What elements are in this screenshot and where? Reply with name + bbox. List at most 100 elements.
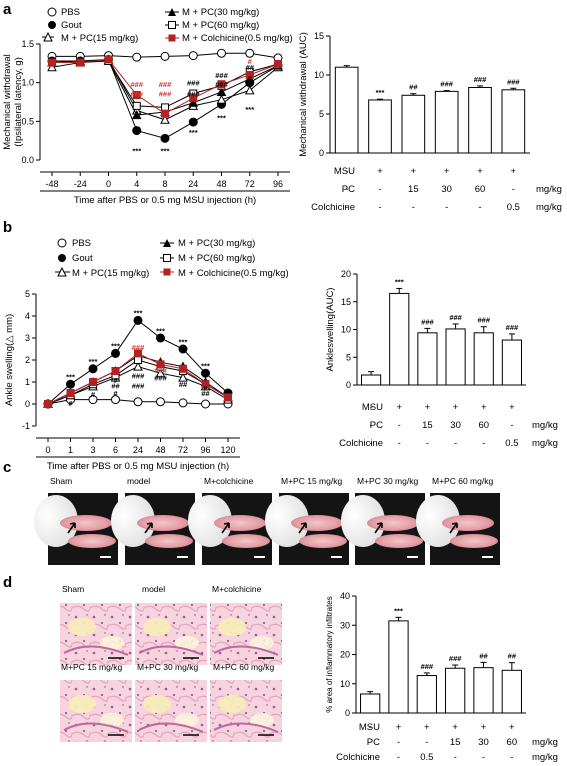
bar: [501, 89, 526, 154]
data-point: [160, 51, 170, 61]
paw-lower: [299, 534, 347, 548]
significance-label: #: [203, 384, 208, 393]
condition-unit: mg/kg: [532, 420, 558, 431]
histology-label: M+PC 30 mg/kg: [137, 662, 198, 672]
x-tick-label: 48: [155, 445, 165, 455]
legend-b-pbs: PBS: [57, 238, 91, 249]
paw-photo: [188, 493, 272, 565]
bar: [360, 693, 381, 714]
significance-label: ##: [201, 389, 210, 398]
data-point: [178, 372, 188, 382]
mouse-fur: [341, 495, 385, 547]
condition-cell: +: [509, 402, 515, 413]
bar: [473, 332, 494, 386]
significance-label: ***: [134, 309, 143, 318]
y-axis-label: Mechanical withdrawal(Ipsilateral latenc…: [2, 54, 24, 150]
paw-photo: [34, 493, 118, 565]
data-point: [134, 356, 142, 364]
bar: [401, 94, 426, 154]
significance-label: ***: [89, 357, 98, 366]
legend-a-pc30-label: M + PC(30 mg/kg): [182, 7, 259, 18]
significance-label: ***: [111, 342, 120, 351]
bar: [473, 667, 494, 714]
legend-b-colchicine-label: M + Colchicine(0.5 mg/kg): [178, 268, 289, 279]
data-point: [133, 397, 143, 407]
significance-label: ***: [394, 606, 403, 615]
significance-label: ***: [132, 147, 141, 156]
condition-row-label: PC: [367, 737, 380, 748]
y-tick-label: 0: [346, 380, 351, 390]
condition-cell: 0.5: [507, 202, 520, 213]
bar: [445, 667, 466, 714]
y-tick-label: 15: [341, 297, 351, 307]
legend-b-pc60: M + PC(60 mg/kg): [160, 253, 255, 264]
photo-label: M+PC 15 mg/kg: [281, 476, 342, 486]
data-point: [161, 109, 169, 118]
condition-cell: -: [510, 752, 513, 763]
condition-cell: +: [396, 402, 402, 413]
joint-space: [250, 713, 274, 727]
bar: [501, 339, 522, 386]
x-tick-label: 48: [216, 179, 226, 189]
paw-lower: [145, 534, 193, 548]
histology-photo: [135, 603, 207, 665]
x-tick-label: 1: [68, 445, 73, 455]
series-line: [52, 58, 279, 139]
condition-row-label: MSU: [359, 722, 380, 733]
condition-cell: -: [378, 202, 381, 213]
condition-row-label: PC: [342, 184, 355, 195]
significance-label: ###: [132, 381, 145, 390]
mouse-fur: [111, 495, 155, 547]
bar: [434, 90, 459, 154]
data-point: [188, 51, 198, 61]
y-tick-label: 20: [341, 269, 351, 279]
cartilage-region: [68, 618, 96, 636]
significance-label: ###: [154, 366, 167, 375]
data-point: [201, 399, 210, 409]
y-tick-label: 1.0: [21, 78, 34, 88]
data-point: [132, 126, 142, 136]
photo-row-c: Sham model M+colchicine M+PC 15 mg/kg M+PC 3…: [34, 476, 500, 565]
y-tick-label: 1.5: [21, 39, 34, 49]
significance-label: ##: [409, 83, 418, 92]
significance-label: ###: [187, 79, 200, 88]
x-tick-label: -48: [45, 179, 58, 189]
paw-upper: [367, 515, 419, 531]
y-tick-label: 0.5: [21, 116, 34, 126]
paw-lower: [68, 534, 116, 548]
condition-cell: -: [369, 402, 372, 413]
y-tick-label: 0: [319, 148, 324, 158]
x-axis-label: Time after PBS or 0.5 mg MSU injection (…: [74, 195, 256, 206]
photo-label: Sham: [50, 476, 72, 486]
significance-label: ###: [215, 71, 228, 80]
significance-label: ###: [132, 343, 145, 352]
legend-a-colchicine-label: M + Colchicine(0.5 mg/kg): [182, 33, 293, 44]
joint-space: [100, 713, 124, 727]
x-tick-label: 8: [162, 179, 167, 189]
paw-upper: [291, 515, 343, 531]
condition-cell: -: [369, 752, 372, 763]
condition-unit: mg/kg: [532, 438, 558, 449]
significance-label: ##: [111, 381, 120, 390]
legend-a-pbs: PBS: [47, 7, 80, 18]
photo-label: M+colchicine: [204, 476, 254, 486]
tissue-band: [213, 722, 279, 733]
cartilage-region: [218, 695, 246, 713]
condition-unit: mg/kg: [532, 737, 558, 748]
significance-label: ***: [156, 326, 165, 335]
bar: [501, 669, 522, 714]
condition-cell: -: [510, 420, 513, 431]
tissue-band: [138, 645, 204, 656]
histology-label: M+colchicine: [212, 584, 262, 594]
significance-label: ##: [246, 63, 255, 72]
condition-cell: -: [426, 438, 429, 449]
legend-b-pbs-label: PBS: [72, 238, 91, 249]
y-tick-label: 2: [25, 355, 30, 365]
legend-b-gout-label: Gout: [72, 253, 93, 264]
tissue-background: [135, 603, 207, 665]
significance-label: ###: [159, 80, 172, 89]
condition-cell: -: [378, 184, 381, 195]
condition-cell: -: [445, 202, 448, 213]
legend-a-pc60: M + PC(60 mg/kg): [165, 20, 259, 31]
legend-b-pc30: M + PC(30 mg/kg): [160, 238, 255, 249]
